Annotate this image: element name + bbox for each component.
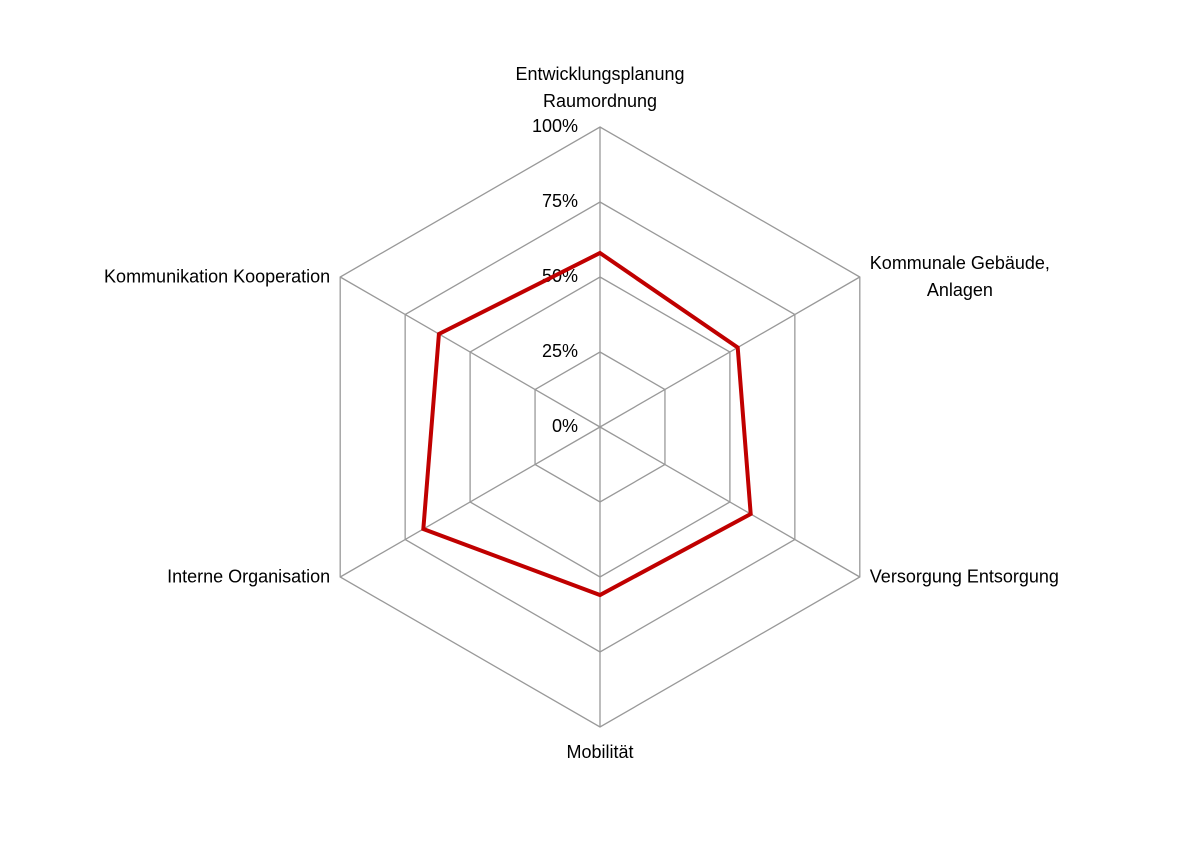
data-line xyxy=(421,250,753,598)
tick-label: 100% xyxy=(532,116,578,136)
category-label: Interne Organisation xyxy=(167,566,331,587)
tick-label: 75% xyxy=(542,191,578,211)
spoke xyxy=(339,426,601,578)
category-label: Kommunikation Kooperation xyxy=(104,266,331,287)
spoke xyxy=(339,276,601,428)
category-label: Versorgung Entsorgung xyxy=(869,566,1059,587)
category-label: Mobilität xyxy=(566,742,634,762)
category-label: Entwicklungsplanung Raumordnung xyxy=(515,64,685,111)
spoke xyxy=(599,426,861,578)
spoke xyxy=(599,276,861,428)
category-label: Kommunale Gebäude, Anlagen xyxy=(869,253,1050,300)
tick-label: 0% xyxy=(552,416,578,436)
tick-label: 25% xyxy=(542,341,578,361)
